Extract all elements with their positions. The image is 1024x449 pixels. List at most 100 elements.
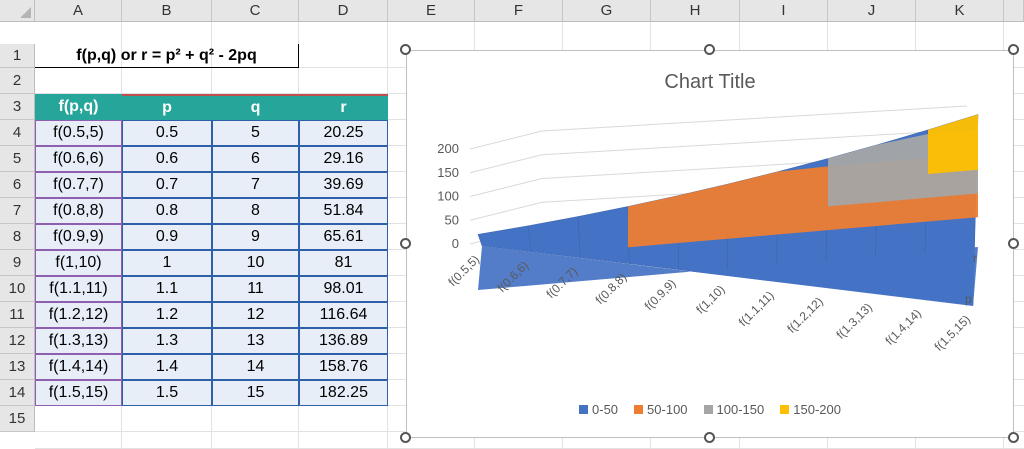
table-cell-value[interactable]: 14 (212, 354, 299, 380)
table-cell-value[interactable]: 81 (299, 250, 388, 276)
table-cell-value[interactable]: 9 (212, 224, 299, 250)
table-cell-value[interactable]: 1.2 (122, 302, 212, 328)
column-header-G[interactable]: G (563, 0, 651, 22)
legend-item-50-100[interactable]: 50-100 (634, 402, 688, 417)
resize-handle-bottom-right[interactable] (1008, 432, 1019, 443)
legend-item-0-50[interactable]: 0-50 (579, 402, 618, 417)
table-cell-value[interactable]: 10 (212, 250, 299, 276)
row-header-7[interactable]: 7 (0, 198, 35, 224)
select-all-corner[interactable] (0, 0, 35, 22)
table-cell-label[interactable]: f(0.8,8) (35, 198, 122, 224)
formula-title-cell[interactable]: f(p,q) or r = p² + q² - 2pq (35, 44, 299, 68)
table-cell-label[interactable]: f(1.1,11) (35, 276, 122, 302)
table-cell-value[interactable]: 1.3 (122, 328, 212, 354)
row-header-6[interactable]: 6 (0, 172, 35, 198)
column-header-B[interactable]: B (122, 0, 212, 22)
column-header-C[interactable]: C (212, 0, 299, 22)
legend-item-100-150[interactable]: 100-150 (703, 402, 765, 417)
column-header-filler (1004, 0, 1024, 22)
table-cell-value[interactable]: 65.61 (299, 224, 388, 250)
table-cell-value[interactable]: 13 (212, 328, 299, 354)
table-cell-value[interactable]: 7 (212, 172, 299, 198)
table-cell-value[interactable]: 0.9 (122, 224, 212, 250)
category-tick-label: f(1,10) (693, 282, 727, 316)
table-cell-label[interactable]: f(1.5,15) (35, 380, 122, 406)
legend-item-150-200[interactable]: 150-200 (780, 402, 841, 417)
category-tick-label: f(1.1,11) (736, 288, 777, 329)
table-header-r[interactable]: r (299, 94, 388, 120)
row-header-13[interactable]: 13 (0, 354, 35, 380)
column-header-A[interactable]: A (35, 0, 122, 22)
table-header-p[interactable]: p (122, 94, 212, 120)
resize-handle-middle-right[interactable] (1008, 238, 1019, 249)
table-cell-value[interactable]: 15 (212, 380, 299, 406)
row-header-14[interactable]: 14 (0, 380, 35, 406)
column-header-K[interactable]: K (916, 0, 1004, 22)
resize-handle-top-right[interactable] (1008, 44, 1019, 55)
table-cell-label[interactable]: f(1.3,13) (35, 328, 122, 354)
table-cell-label[interactable]: f(1,10) (35, 250, 122, 276)
column-header-F[interactable]: F (475, 0, 563, 22)
table-cell-value[interactable]: 116.64 (299, 302, 388, 328)
row-header-12[interactable]: 12 (0, 328, 35, 354)
row-header-2[interactable]: 2 (0, 68, 35, 94)
table-cell-value[interactable]: 182.25 (299, 380, 388, 406)
column-header-H[interactable]: H (651, 0, 740, 22)
row-header-4[interactable]: 4 (0, 120, 35, 146)
table-cell-value[interactable]: 29.16 (299, 146, 388, 172)
table-cell-value[interactable]: 1 (122, 250, 212, 276)
table-cell-value[interactable]: 1.1 (122, 276, 212, 302)
row-header-1[interactable]: 1 (0, 44, 35, 68)
legend-label: 0-50 (592, 402, 619, 417)
resize-handle-bottom-middle[interactable] (704, 432, 715, 443)
table-cell-value[interactable]: 136.89 (299, 328, 388, 354)
table-cell-value[interactable]: 20.25 (299, 120, 388, 146)
table-cell-value[interactable]: 0.6 (122, 146, 212, 172)
surface-band-150-200 (928, 114, 978, 175)
resize-handle-bottom-left[interactable] (400, 432, 411, 443)
resize-handle-middle-left[interactable] (400, 238, 411, 249)
table-cell-value[interactable]: 5 (212, 120, 299, 146)
table-cell-label[interactable]: f(0.5,5) (35, 120, 122, 146)
table-cell-value[interactable]: 0.7 (122, 172, 212, 198)
column-header-J[interactable]: J (828, 0, 916, 22)
table-cell-value[interactable]: 1.5 (122, 380, 212, 406)
table-cell-value[interactable]: 12 (212, 302, 299, 328)
row-header-11[interactable]: 11 (0, 302, 35, 328)
row-header-10[interactable]: 10 (0, 276, 35, 302)
table-cell-label[interactable]: f(1.4,14) (35, 354, 122, 380)
table-cell-value[interactable]: 39.69 (299, 172, 388, 198)
resize-handle-top-middle[interactable] (704, 44, 715, 55)
column-header-E[interactable]: E (388, 0, 475, 22)
table-header-fpq[interactable]: f(p,q) (35, 94, 122, 120)
table-cell-label[interactable]: f(0.6,6) (35, 146, 122, 172)
legend-label: 50-100 (647, 402, 688, 417)
column-header-I[interactable]: I (740, 0, 828, 22)
table-cell-value[interactable]: 158.76 (299, 354, 388, 380)
row-header-9[interactable]: 9 (0, 250, 35, 276)
row-header-3[interactable]: 3 (0, 94, 35, 120)
row-header-8[interactable]: 8 (0, 224, 35, 250)
row-header-5[interactable]: 5 (0, 146, 35, 172)
table-cell-value[interactable]: 1.4 (122, 354, 212, 380)
table-cell-value[interactable]: 11 (212, 276, 299, 302)
table-cell-value[interactable]: 98.01 (299, 276, 388, 302)
table-header-q[interactable]: q (212, 94, 299, 120)
resize-handle-top-left[interactable] (400, 44, 411, 55)
surface-face-0-50 (577, 206, 630, 264)
chart-title[interactable]: Chart Title (664, 71, 756, 93)
table-cell-value[interactable]: 51.84 (299, 198, 388, 224)
table-cell-value[interactable]: 8 (212, 198, 299, 224)
column-header-D[interactable]: D (299, 0, 388, 22)
table-cell-label[interactable]: f(1.2,12) (35, 302, 122, 328)
table-cell-label[interactable]: f(0.9,9) (35, 224, 122, 250)
legend-label: 100-150 (716, 402, 765, 417)
row-header-15[interactable]: 15 (0, 406, 35, 432)
table-cell-value[interactable]: 0.8 (122, 198, 212, 224)
surface-chart[interactable]: Chart Title 0 50 100 150 200 f(0.5,5) f(0.6,6)… (406, 50, 1014, 438)
chart-legend[interactable]: 0-50 50-100 100-150 150-200 (407, 402, 1013, 417)
table-cell-label[interactable]: f(0.7,7) (35, 172, 122, 198)
table-cell-value[interactable]: 0.5 (122, 120, 212, 146)
table-cell-value[interactable]: 6 (212, 146, 299, 172)
